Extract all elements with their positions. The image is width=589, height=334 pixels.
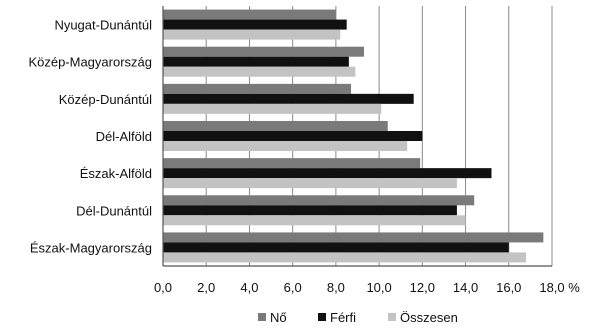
- bar: [163, 19, 347, 30]
- x-tick-label: 16,0: [496, 280, 521, 295]
- bar: [163, 131, 423, 141]
- bar: [163, 9, 336, 20]
- legend-swatch: [388, 313, 396, 321]
- bars: [163, 9, 544, 263]
- bar: [163, 252, 527, 263]
- x-tick-label: 10,0: [366, 280, 391, 295]
- x-tick-label: 12,0: [410, 280, 435, 295]
- bar: [163, 195, 475, 206]
- bar: [163, 232, 544, 243]
- x-tick-label: 2,0: [197, 280, 215, 295]
- legend-label: Összesen: [400, 310, 458, 325]
- legend-label: Nő: [270, 310, 287, 325]
- bar: [163, 168, 492, 179]
- bar: [163, 93, 414, 104]
- category-label: Közép-Dunántúl: [59, 92, 152, 107]
- x-tick-label: 18,0: [539, 280, 564, 295]
- legend-swatch: [258, 313, 266, 321]
- category-labels: Nyugat-Dunántúl Közép-Magyarország Közép-D…: [28, 18, 152, 256]
- bar: [163, 46, 364, 57]
- legend-label: Férfi: [330, 310, 356, 325]
- category-label: Dél-Alföld: [96, 129, 152, 144]
- bar: [163, 242, 509, 253]
- x-tick-label: 0,0: [154, 280, 172, 295]
- legend-swatch: [318, 313, 326, 321]
- bar: [163, 103, 382, 114]
- axes: [162, 6, 552, 267]
- bar: [163, 56, 349, 67]
- x-tick-labels: 0,0 2,0 4,0 6,0 8,0 10,0 12,0 14,0 16,0 18,0%: [154, 280, 580, 295]
- bar: [163, 66, 356, 77]
- category-label: Közép-Magyarország: [28, 55, 152, 70]
- bar: [163, 83, 352, 94]
- bar: [163, 121, 388, 131]
- legend: Nő Férfi Összesen: [258, 310, 458, 325]
- category-label: Észak-Magyarország: [30, 240, 152, 255]
- bar: [163, 141, 408, 151]
- x-tick-label: 8,0: [327, 280, 345, 295]
- x-tick-label: 14,0: [453, 280, 478, 295]
- x-tick-label: 4,0: [240, 280, 258, 295]
- category-label: Nyugat-Dunántúl: [54, 18, 152, 33]
- bar: [163, 158, 421, 169]
- bar: [163, 205, 457, 216]
- category-label: Dél-Dunántúl: [76, 203, 152, 218]
- bar: [163, 215, 466, 226]
- x-tick-label: 6,0: [284, 280, 302, 295]
- category-label: Észak-Alföld: [80, 166, 152, 181]
- bar: [163, 178, 457, 189]
- x-unit-label: %: [568, 280, 580, 295]
- bar: [163, 29, 341, 40]
